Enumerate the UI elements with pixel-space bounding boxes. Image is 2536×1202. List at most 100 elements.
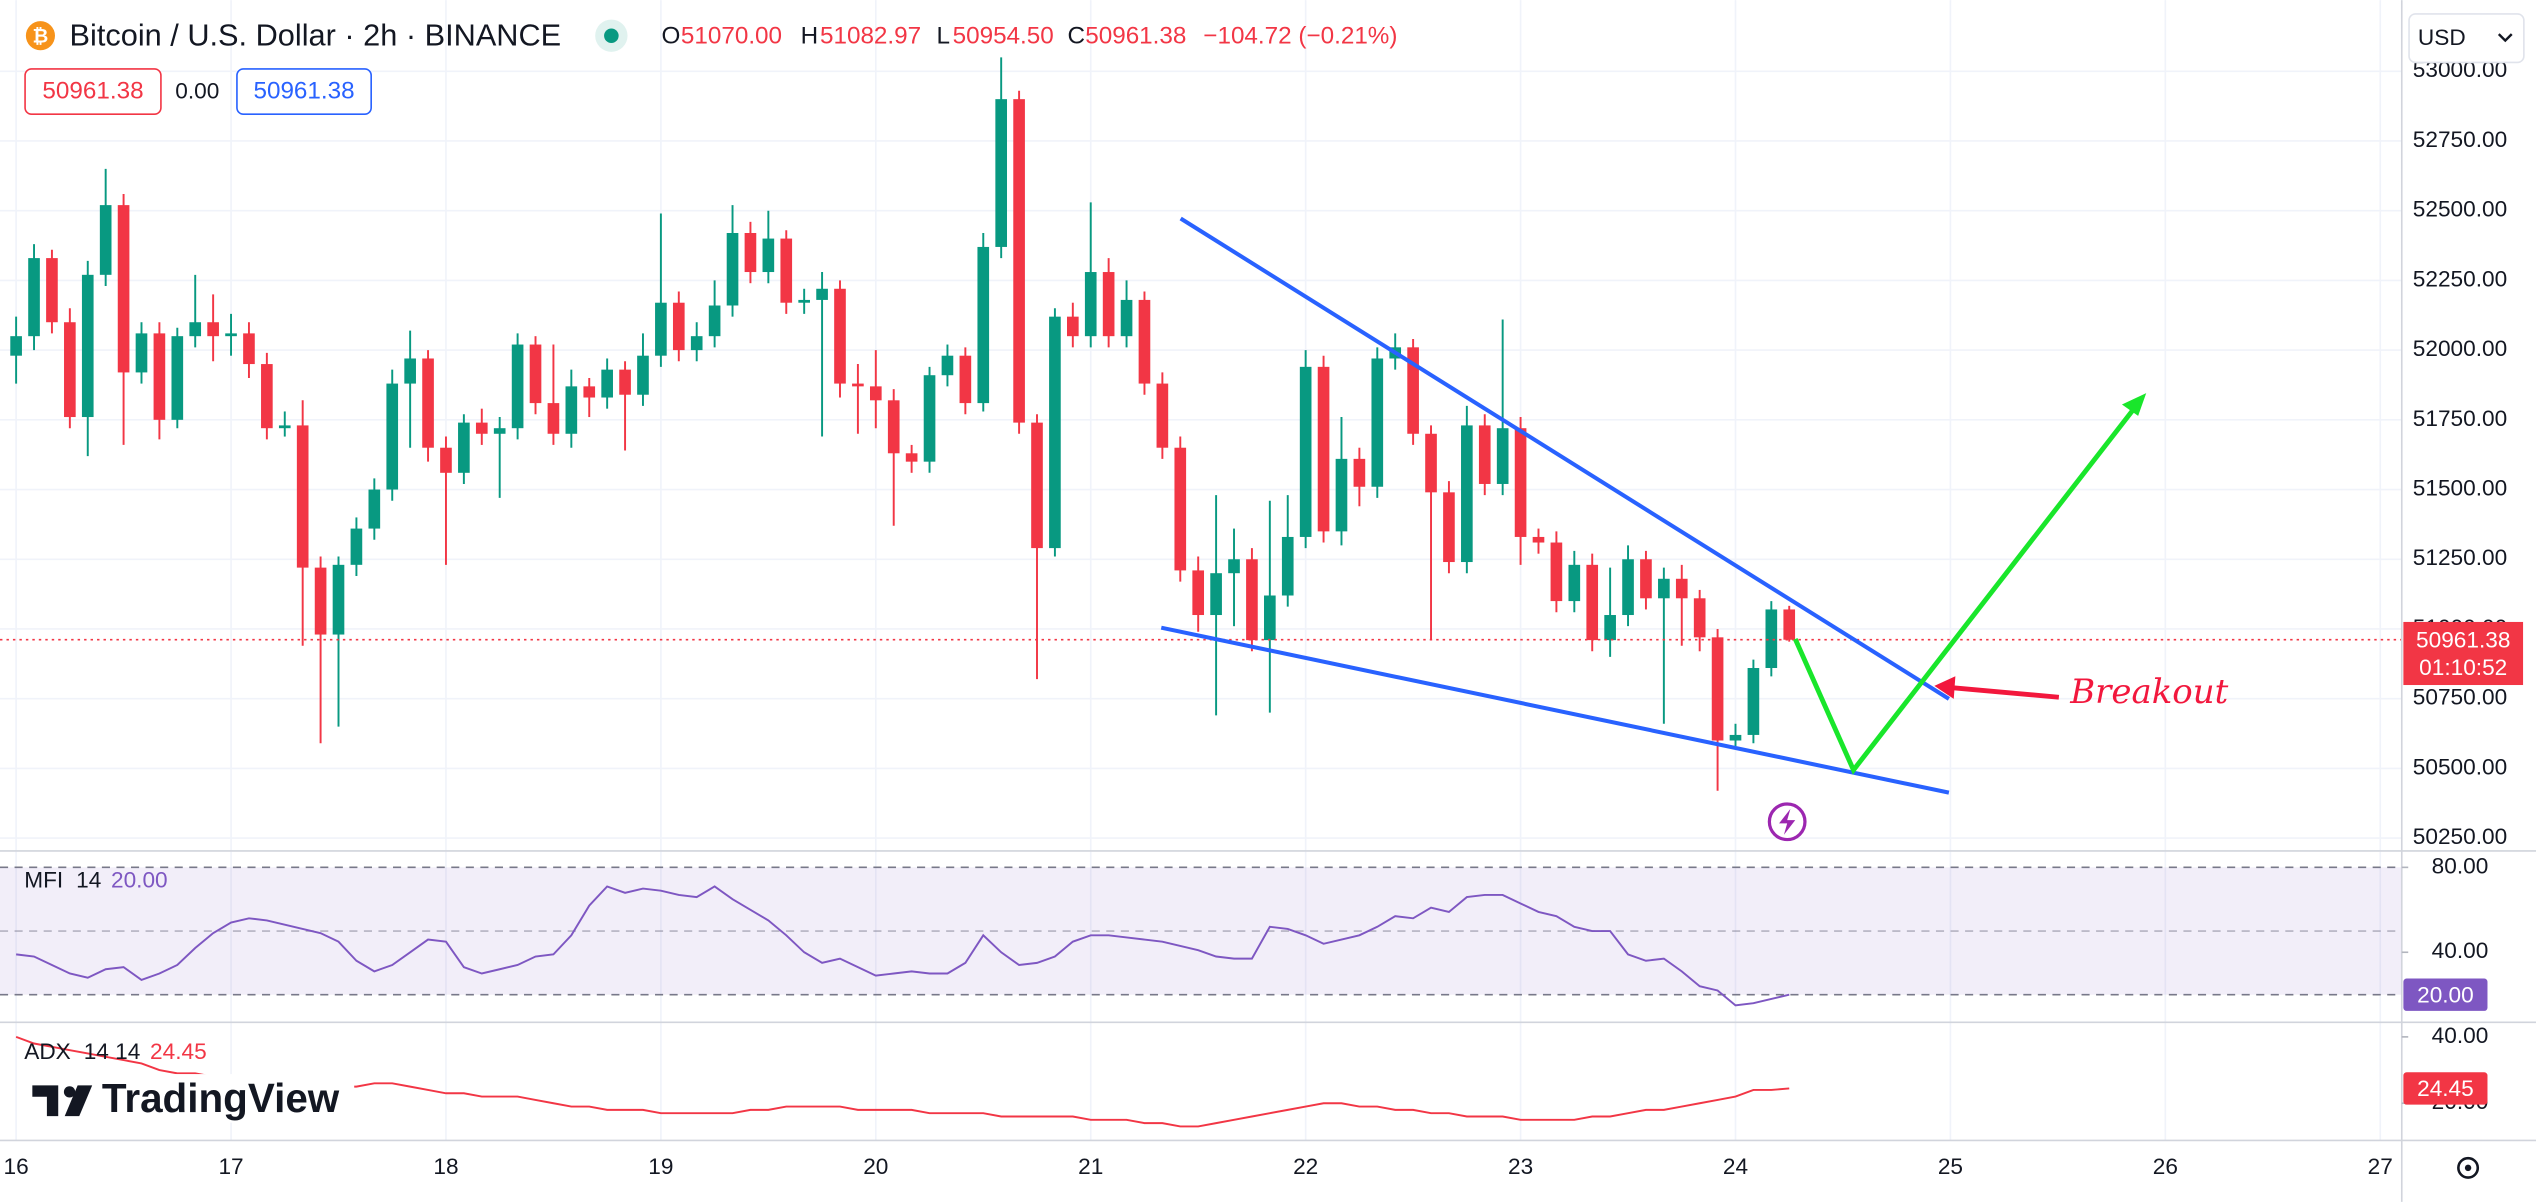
ohlc-key: C [1067,23,1085,50]
candle-body [1264,595,1276,641]
y-tick-label: 52750.00 [2413,127,2507,152]
candle-body [780,238,793,303]
candle-body [1514,428,1527,537]
currency: USD [2418,25,2466,50]
settings-icon-center [2464,1164,2472,1172]
projection-arrow[interactable] [1793,399,2142,775]
last-value-label: 20.00 [2417,982,2474,1007]
candle-body [1407,347,1419,434]
last-value-box [2403,978,2488,1011]
spread: 0.00 [175,78,219,103]
y-tick-label: 80.00 [2432,853,2489,878]
trend-line[interactable] [1179,216,1950,701]
arrow-head [1934,676,1956,699]
axes: 16 17 18 19 20 21 22 23 24 25 26 2753000.0052750.00… [4,57,2524,1179]
candle-body [1066,316,1079,337]
candle-body [350,528,363,565]
candle-body [798,299,810,303]
candle-body [690,336,703,351]
indicator-params: 14 14 [84,1039,141,1064]
y-tick-label: 52250.00 [2413,266,2507,291]
candle-body [1765,609,1778,669]
candle-body [1711,637,1724,741]
market-status-dot [604,28,619,44]
x-tick-label: 23 [1508,1154,1533,1179]
candle-body [529,344,542,404]
candle-body [135,333,148,373]
candle-body [493,428,506,434]
chevron [2497,33,2513,43]
candle-body [46,258,58,323]
candle-body [278,425,291,429]
x-tick-label: 21 [1078,1154,1103,1179]
candle-body [1228,559,1240,574]
candle-body [243,333,255,365]
candle-body [1049,316,1061,549]
currency-select[interactable] [2408,13,2525,64]
candle-body [726,232,739,306]
candle-body [81,274,94,418]
indicator-value: 20.00 [111,868,168,893]
candle-body [744,232,757,273]
candle-body [1532,536,1545,543]
candle-body [1246,559,1258,641]
indicator-value: 24.45 [150,1039,207,1064]
trend-line[interactable] [1160,625,1950,795]
lightning [1779,808,1796,835]
candle-body [995,99,1008,247]
candle-body [1210,573,1222,616]
candle-body [296,425,309,568]
candle-body [708,305,721,337]
candle-body [1013,99,1025,423]
candle-body [816,288,828,300]
logo-mark [63,1086,76,1098]
grid [0,0,2402,1141]
buy-button[interactable] [236,68,372,115]
symbol-title[interactable]: Bitcoin / U.S. Dollar · 2h · BINANCE [70,17,562,52]
candle-body [404,358,416,384]
candle-body [887,400,900,454]
candle-body [1568,564,1581,602]
x-tick-label: 24 [1723,1154,1748,1179]
candle-body [1138,299,1151,384]
candle-body [422,358,434,448]
indicator-name: MFI [24,868,63,893]
candle-body [941,355,954,376]
settings-icon[interactable] [2457,1156,2480,1179]
marks [0,57,2402,1128]
y-tick-label: 51500.00 [2413,476,2507,501]
x-tick-label: 22 [1293,1154,1318,1179]
y-tick-label: 51250.00 [2413,545,2507,570]
x-tick-label: 27 [2368,1154,2393,1179]
candle-body [225,333,237,337]
candle-body [672,302,685,351]
candle-body [207,322,219,337]
candle-body [10,336,22,356]
candle-body [1084,272,1097,337]
header: ₿ Bitcoin / U.S. Dollar · 2h · BINANCE O… [24,13,2525,115]
x-tick-label: 26 [2153,1154,2178,1179]
last-price-box [2403,621,2524,686]
candle-body [547,403,560,434]
breakout-arrow[interactable] [1950,685,2060,700]
y-tick-label: 50750.00 [2413,685,2507,710]
candle-body [1747,668,1760,735]
candle-body [1192,570,1205,616]
settings[interactable] [2457,1156,2480,1179]
icon-glyph: ₿ [33,25,49,47]
bid-price: 50961.38 [42,78,143,105]
candle-body [1425,433,1437,493]
candle-body [583,386,596,398]
candle-body [869,386,882,401]
candle-body [1281,536,1294,596]
candle-body [977,246,990,404]
candle-body [565,386,578,434]
x-tick-label: 16 [4,1154,29,1179]
candle-body [458,422,470,473]
candle-body [762,238,775,273]
x-tick-label: 19 [648,1154,673,1179]
sell-button[interactable] [24,68,162,115]
candle-body [1371,358,1384,487]
